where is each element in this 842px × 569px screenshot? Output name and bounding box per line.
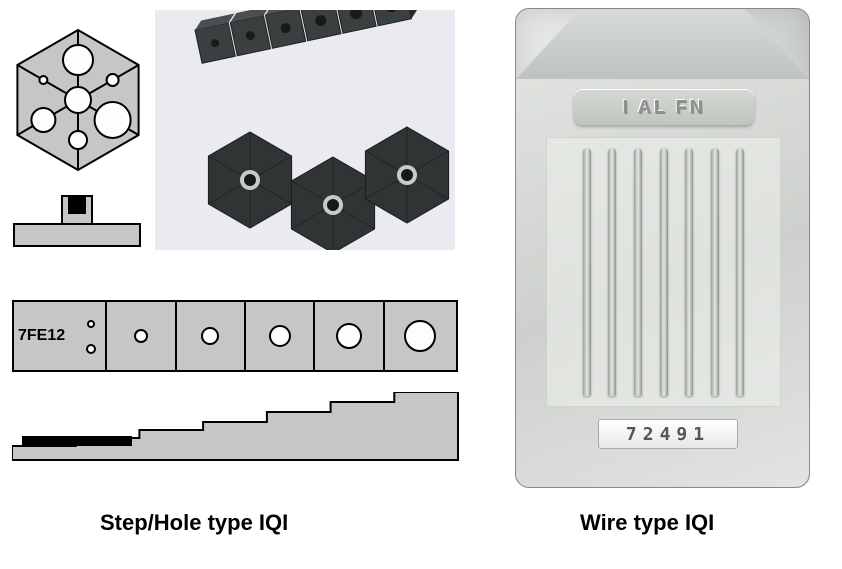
- step-block-side-view: [12, 392, 472, 482]
- wire: [685, 148, 693, 396]
- hexagon-diagram: [0, 8, 160, 178]
- iqi-photo-svg: [155, 10, 455, 250]
- wire: [736, 148, 744, 396]
- wire: [583, 148, 591, 396]
- caption-right: Wire type IQI: [580, 510, 714, 536]
- wire: [711, 148, 719, 396]
- step-block-label: 7FE12: [18, 327, 65, 345]
- step-cell: [315, 302, 384, 370]
- hexagon-side-view: [0, 180, 160, 250]
- caption-left: Step/Hole type IQI: [100, 510, 288, 536]
- step-cell: 7FE12: [14, 302, 107, 370]
- step-hole-iqi-panel: 7FE12 Step/Hole type IQI: [0, 0, 475, 569]
- wire-holder-top: [516, 9, 809, 79]
- wire-serial-plate: 72491: [598, 419, 738, 449]
- step-cell: [385, 302, 456, 370]
- step-hole-icon: [86, 344, 96, 354]
- wire: [660, 148, 668, 396]
- iqi-photo: [155, 10, 455, 250]
- wire-iqi-holder: I AL FN 72491: [515, 8, 810, 488]
- wire-strip: [546, 137, 781, 407]
- step-block-top-view: 7FE12: [12, 300, 458, 372]
- step-cell: [177, 302, 246, 370]
- wire: [608, 148, 616, 396]
- wire-iqi-panel: I AL FN 72491 Wire type IQI: [475, 0, 842, 569]
- step-hole-icon: [269, 325, 291, 347]
- step-hole-icon: [201, 327, 219, 345]
- wire: [634, 148, 642, 396]
- step-hole-icon: [336, 323, 362, 349]
- step-cell: [246, 302, 315, 370]
- step-hole-icon: [404, 320, 436, 352]
- step-hole-icon: [87, 320, 95, 328]
- step-cell: [107, 302, 176, 370]
- step-hole-icon: [134, 329, 148, 343]
- wire-brand-label: I AL FN: [574, 89, 754, 125]
